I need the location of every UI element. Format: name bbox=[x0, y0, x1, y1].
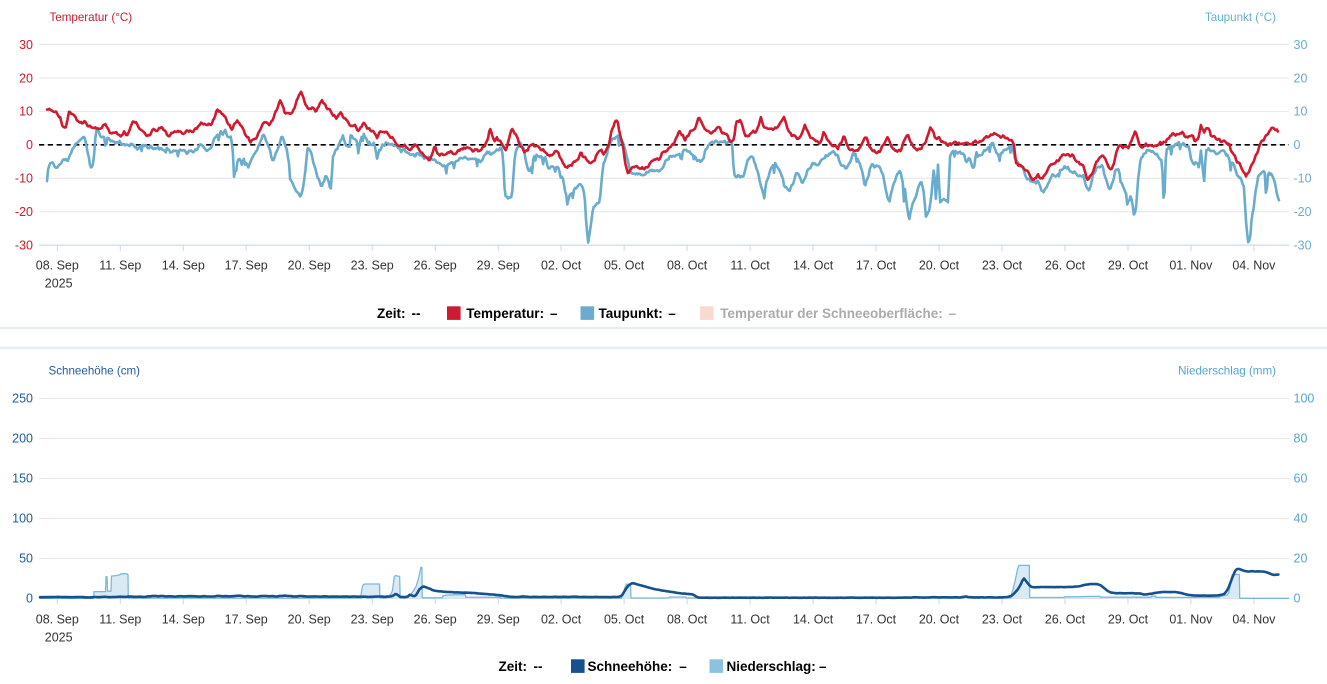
svg-text:23. Sep: 23. Sep bbox=[351, 259, 394, 273]
svg-text:20: 20 bbox=[19, 71, 33, 85]
svg-text:26. Sep: 26. Sep bbox=[414, 259, 457, 273]
svg-text:11. Oct: 11. Oct bbox=[730, 259, 770, 273]
svg-text:40: 40 bbox=[1294, 512, 1308, 526]
svg-text:14. Sep: 14. Sep bbox=[162, 259, 205, 273]
svg-text:–: – bbox=[819, 659, 827, 674]
svg-text:20: 20 bbox=[1294, 552, 1308, 566]
svg-text:Temperatur der Schneeoberfläch: Temperatur der Schneeoberfläche: bbox=[720, 306, 943, 321]
svg-text:11. Oct: 11. Oct bbox=[730, 613, 770, 627]
svg-text:20. Oct: 20. Oct bbox=[919, 259, 960, 273]
svg-text:-10: -10 bbox=[1294, 172, 1312, 186]
svg-text:30: 30 bbox=[1294, 38, 1308, 52]
svg-text:29. Sep: 29. Sep bbox=[477, 259, 520, 273]
svg-text:17. Oct: 17. Oct bbox=[856, 259, 897, 273]
svg-text:30: 30 bbox=[19, 38, 33, 52]
svg-text:-10: -10 bbox=[15, 172, 33, 186]
svg-text:04. Nov: 04. Nov bbox=[1232, 259, 1276, 273]
svg-text:--: -- bbox=[534, 659, 543, 674]
svg-text:60: 60 bbox=[1294, 472, 1308, 486]
svg-text:08. Sep: 08. Sep bbox=[36, 613, 79, 627]
svg-text:02. Oct: 02. Oct bbox=[541, 613, 582, 627]
svg-text:150: 150 bbox=[12, 472, 33, 486]
svg-text:0: 0 bbox=[26, 592, 33, 606]
svg-text:29. Oct: 29. Oct bbox=[1108, 613, 1149, 627]
svg-text:250: 250 bbox=[12, 392, 33, 406]
svg-text:-20: -20 bbox=[15, 205, 33, 219]
svg-text:08. Oct: 08. Oct bbox=[667, 613, 708, 627]
svg-text:0: 0 bbox=[1294, 592, 1301, 606]
svg-text:Temperatur:: Temperatur: bbox=[466, 306, 544, 321]
svg-text:Taupunkt:: Taupunkt: bbox=[599, 306, 663, 321]
svg-text:23. Oct: 23. Oct bbox=[982, 259, 1023, 273]
svg-text:17. Sep: 17. Sep bbox=[225, 259, 268, 273]
svg-text:11. Sep: 11. Sep bbox=[99, 259, 141, 273]
svg-text:23. Sep: 23. Sep bbox=[351, 613, 394, 627]
svg-text:0: 0 bbox=[26, 138, 33, 152]
svg-text:26. Sep: 26. Sep bbox=[414, 613, 457, 627]
svg-text:100: 100 bbox=[12, 512, 33, 526]
svg-text:–: – bbox=[550, 306, 558, 321]
svg-text:17. Sep: 17. Sep bbox=[225, 613, 268, 627]
svg-text:14. Oct: 14. Oct bbox=[793, 259, 834, 273]
svg-text:100: 100 bbox=[1294, 392, 1315, 406]
svg-text:29. Sep: 29. Sep bbox=[477, 613, 520, 627]
svg-text:-30: -30 bbox=[15, 239, 33, 253]
svg-text:04. Nov: 04. Nov bbox=[1232, 613, 1276, 627]
svg-text:10: 10 bbox=[1294, 105, 1308, 119]
svg-text:–: – bbox=[668, 306, 676, 321]
svg-text:14. Oct: 14. Oct bbox=[793, 613, 834, 627]
svg-text:Niederschlag (mm): Niederschlag (mm) bbox=[1178, 365, 1276, 378]
svg-text:0: 0 bbox=[1294, 138, 1301, 152]
svg-text:02. Oct: 02. Oct bbox=[541, 259, 582, 273]
svg-text:Temperatur (°C): Temperatur (°C) bbox=[50, 11, 133, 24]
svg-text:--: -- bbox=[412, 306, 421, 321]
svg-text:29. Oct: 29. Oct bbox=[1108, 259, 1149, 273]
svg-text:20: 20 bbox=[1294, 71, 1308, 85]
svg-text:01. Nov: 01. Nov bbox=[1169, 259, 1213, 273]
svg-text:-20: -20 bbox=[1294, 205, 1312, 219]
svg-text:2025: 2025 bbox=[45, 277, 73, 291]
svg-text:Zeit:: Zeit: bbox=[377, 306, 406, 321]
svg-text:26. Oct: 26. Oct bbox=[1045, 259, 1086, 273]
svg-text:08. Oct: 08. Oct bbox=[667, 259, 708, 273]
svg-text:50: 50 bbox=[19, 552, 33, 566]
svg-text:Schneehöhe:: Schneehöhe: bbox=[588, 659, 673, 674]
svg-text:11. Sep: 11. Sep bbox=[99, 613, 141, 627]
svg-text:05. Oct: 05. Oct bbox=[604, 613, 645, 627]
svg-text:08. Sep: 08. Sep bbox=[36, 259, 79, 273]
svg-text:-30: -30 bbox=[1294, 239, 1312, 253]
svg-text:26. Oct: 26. Oct bbox=[1045, 613, 1086, 627]
svg-text:20. Sep: 20. Sep bbox=[288, 259, 331, 273]
svg-text:20. Sep: 20. Sep bbox=[288, 613, 331, 627]
svg-text:Niederschlag:: Niederschlag: bbox=[727, 659, 816, 674]
svg-text:01. Nov: 01. Nov bbox=[1169, 613, 1213, 627]
svg-text:–: – bbox=[949, 306, 957, 321]
svg-text:10: 10 bbox=[19, 105, 33, 119]
svg-text:20. Oct: 20. Oct bbox=[919, 613, 960, 627]
svg-text:200: 200 bbox=[12, 432, 33, 446]
svg-text:80: 80 bbox=[1294, 432, 1308, 446]
svg-text:–: – bbox=[679, 659, 687, 674]
svg-text:Zeit:: Zeit: bbox=[499, 659, 528, 674]
svg-text:Taupunkt (°C): Taupunkt (°C) bbox=[1205, 11, 1276, 24]
svg-text:23. Oct: 23. Oct bbox=[982, 613, 1023, 627]
svg-text:05. Oct: 05. Oct bbox=[604, 259, 645, 273]
svg-text:17. Oct: 17. Oct bbox=[856, 613, 897, 627]
svg-text:2025: 2025 bbox=[45, 631, 73, 645]
svg-text:14. Sep: 14. Sep bbox=[162, 613, 205, 627]
svg-text:Schneehöhe (cm): Schneehöhe (cm) bbox=[49, 365, 141, 378]
